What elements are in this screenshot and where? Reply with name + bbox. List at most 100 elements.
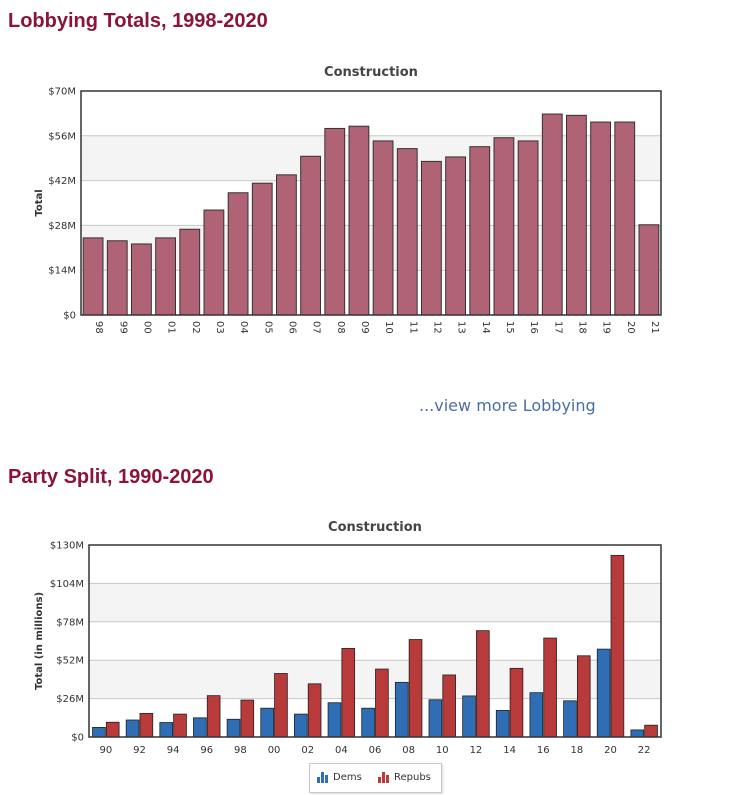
x-tick-label: 22	[638, 745, 651, 756]
x-tick-label: 17	[552, 321, 563, 334]
bar	[614, 121, 636, 316]
y-tick-label: $52M	[56, 656, 84, 667]
bar-dems	[529, 692, 544, 738]
legend-item-dems[interactable]: Dems	[317, 772, 362, 783]
x-tick-label: 00	[268, 745, 281, 756]
bar	[517, 140, 539, 316]
x-tick-label: 13	[456, 321, 467, 334]
bar	[372, 140, 394, 316]
bar-repubs	[476, 630, 490, 738]
bar	[276, 174, 297, 316]
y-tick-label: $104M	[50, 579, 84, 590]
plot-band	[81, 135, 661, 181]
x-tick-label: 06	[286, 321, 297, 334]
x-tick-label: 20	[625, 321, 636, 334]
chart-title: Construction	[324, 65, 418, 80]
bar	[590, 121, 611, 316]
bar-repubs	[576, 655, 591, 738]
bar-dems	[495, 710, 510, 738]
bar-dems	[327, 702, 342, 738]
bar-repubs	[375, 668, 389, 738]
bar-repubs	[509, 667, 524, 738]
view-more-lobbying-link[interactable]: ...view more Lobbying	[419, 396, 596, 415]
bar-dems	[294, 713, 308, 738]
x-tick-label: 16	[528, 321, 539, 334]
bar-chart-icon	[378, 772, 389, 783]
bar-repubs	[644, 724, 658, 738]
bar	[396, 148, 418, 316]
y-tick-label: $28M	[48, 221, 76, 232]
plot-band	[89, 583, 661, 622]
bar-repubs	[442, 674, 456, 738]
x-tick-label: 96	[200, 745, 213, 756]
x-tick-label: 10	[436, 745, 449, 756]
plot-border	[88, 544, 662, 738]
x-tick-label: 90	[99, 745, 112, 756]
y-tick-label: $78M	[56, 617, 84, 628]
bar	[179, 228, 201, 316]
bar	[324, 127, 346, 316]
y-tick-label: $0	[71, 733, 84, 744]
lobbying-section-title: Lobbying Totals, 1998-2020	[8, 10, 268, 32]
x-tick-label: 14	[480, 321, 491, 334]
x-tick-label: 19	[601, 321, 612, 334]
bar	[421, 160, 442, 316]
x-tick-label: 01	[166, 321, 177, 334]
plot-band	[89, 660, 661, 699]
x-tick-label: 02	[190, 321, 201, 334]
x-tick-label: 08	[402, 745, 415, 756]
x-tick-label: 09	[359, 321, 370, 334]
x-tick-label: 18	[571, 745, 584, 756]
bar-dems	[361, 707, 375, 738]
bar-dems	[563, 700, 577, 738]
legend-item-repubs[interactable]: Repubs	[378, 772, 431, 783]
y-axis-label: Total	[34, 189, 45, 216]
bar-chart-icon	[317, 772, 328, 783]
bar	[445, 156, 466, 316]
x-tick-label: 08	[335, 321, 346, 334]
x-tick-label: 18	[576, 321, 587, 334]
bar-dems	[159, 722, 174, 738]
y-tick-label: $56M	[48, 131, 76, 142]
bar	[493, 137, 515, 316]
bar-repubs	[408, 639, 423, 738]
bar-dems	[462, 695, 476, 738]
y-tick-label: $14M	[48, 266, 76, 277]
bar-dems	[260, 707, 274, 738]
legend-label-repubs: Repubs	[394, 772, 431, 783]
x-tick-label: 06	[369, 745, 382, 756]
bar-dems	[125, 719, 140, 738]
bar-repubs	[139, 712, 154, 738]
x-tick-label: 98	[93, 321, 104, 334]
bar	[251, 182, 273, 316]
bar-repubs	[206, 695, 221, 738]
legend-label-dems: Dems	[333, 772, 362, 783]
bar-dems	[226, 718, 241, 738]
x-tick-label: 15	[504, 321, 515, 334]
party-split-section-title: Party Split, 1990-2020	[8, 466, 214, 488]
bar-repubs	[341, 647, 356, 738]
bar-dems	[630, 729, 645, 738]
x-tick-label: 98	[234, 745, 247, 756]
x-tick-label: 12	[470, 745, 483, 756]
bar	[106, 240, 128, 316]
bar	[82, 237, 104, 316]
x-tick-label: 94	[167, 745, 180, 756]
bar-repubs	[240, 699, 255, 738]
y-tick-label: $130M	[50, 541, 84, 552]
y-tick-label: $26M	[56, 694, 84, 705]
chart-legend: Dems Repubs	[309, 763, 442, 793]
bar-repubs	[307, 683, 322, 738]
bar-dems	[596, 648, 611, 738]
bar-repubs	[543, 637, 557, 738]
x-tick-label: 04	[335, 745, 348, 756]
x-tick-label: 21	[649, 321, 660, 334]
y-tick-label: $42M	[48, 176, 76, 187]
x-tick-label: 20	[604, 745, 617, 756]
bar	[348, 125, 370, 316]
bar-dems	[428, 699, 443, 738]
x-tick-label: 07	[311, 321, 322, 334]
x-tick-label: 02	[301, 745, 314, 756]
x-tick-label: 05	[262, 321, 273, 334]
x-tick-label: 14	[503, 745, 516, 756]
